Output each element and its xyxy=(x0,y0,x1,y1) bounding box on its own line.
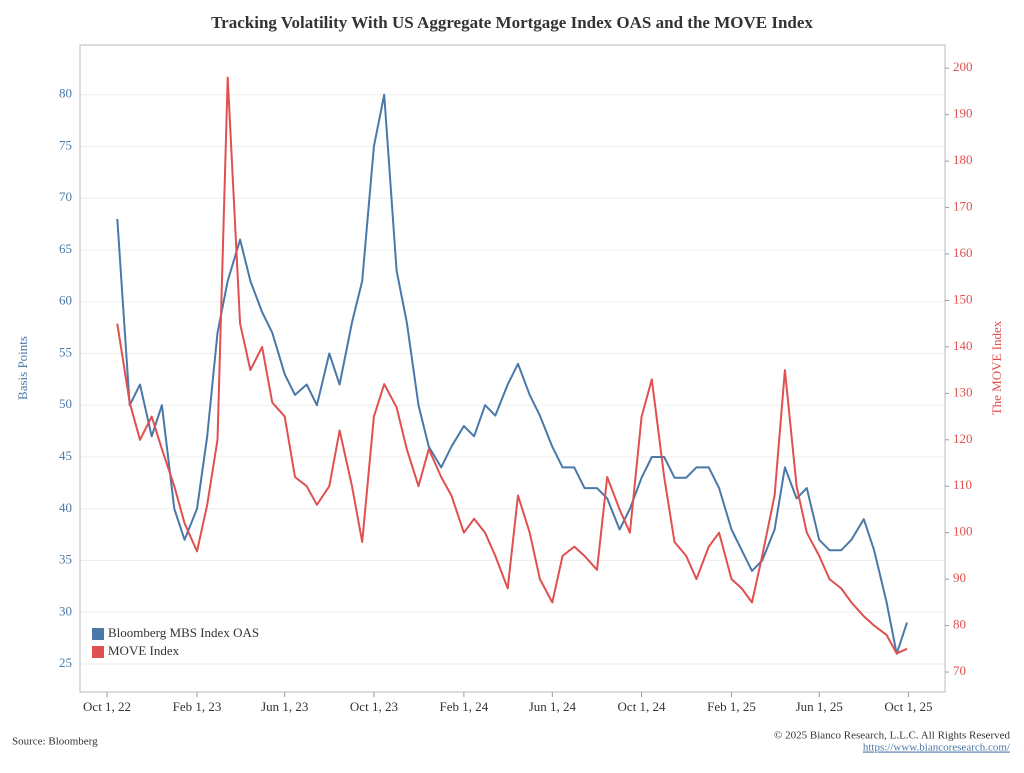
y-tick-label: 60 xyxy=(59,293,72,308)
y-tick-label: 25 xyxy=(59,655,72,670)
y2-tick-label: 110 xyxy=(953,477,972,492)
url[interactable]: https://www.biancoresearch.com/ xyxy=(863,742,1011,754)
y2-tick-label: 190 xyxy=(953,106,973,121)
x-tick-label: Feb 1, 25 xyxy=(707,699,756,714)
legend-swatch xyxy=(92,628,104,640)
y-tick-label: 65 xyxy=(59,241,72,256)
y2-tick-label: 140 xyxy=(953,338,973,353)
series-line xyxy=(116,76,908,655)
y-tick-label: 45 xyxy=(59,448,72,463)
y2-tick-label: 170 xyxy=(953,199,973,214)
y2-tick-label: 80 xyxy=(953,617,966,632)
copyright: © 2025 Bianco Research, L.L.C. All Right… xyxy=(774,730,1010,742)
legend-label: MOVE Index xyxy=(108,643,180,658)
x-tick-label: Feb 1, 24 xyxy=(440,699,489,714)
y-tick-label: 75 xyxy=(59,137,72,152)
y-axis-label: Basis Points xyxy=(15,336,30,400)
x-tick-label: Oct 1, 23 xyxy=(350,699,398,714)
y2-tick-label: 130 xyxy=(953,384,973,399)
plot-frame xyxy=(79,44,946,693)
y-tick-label: 55 xyxy=(59,344,72,359)
y-tick-label: 30 xyxy=(59,603,72,618)
y2-tick-label: 200 xyxy=(953,59,973,74)
y2-tick-label: 70 xyxy=(953,663,966,678)
source: Source: Bloomberg xyxy=(12,736,98,748)
x-tick-label: Jun 1, 25 xyxy=(796,699,843,714)
y2-tick-label: 120 xyxy=(953,431,973,446)
legend-swatch xyxy=(92,646,104,658)
y-tick-label: 40 xyxy=(59,500,72,515)
y-tick-label: 50 xyxy=(59,396,72,411)
y2-tick-label: 180 xyxy=(953,152,973,167)
x-tick-label: Jun 1, 23 xyxy=(261,699,308,714)
x-tick-label: Feb 1, 23 xyxy=(173,699,222,714)
legend-label: Bloomberg MBS Index OAS xyxy=(108,625,259,640)
y2-axis-label: The MOVE Index xyxy=(989,320,1004,415)
chart-title: Tracking Volatility With US Aggregate Mo… xyxy=(211,13,813,32)
y2-tick-label: 150 xyxy=(953,291,973,306)
x-tick-label: Jun 1, 24 xyxy=(529,699,577,714)
series-line xyxy=(116,93,908,655)
x-tick-label: Oct 1, 25 xyxy=(884,699,932,714)
y2-tick-label: 100 xyxy=(953,524,973,539)
y2-tick-label: 160 xyxy=(953,245,973,260)
y-tick-label: 35 xyxy=(59,552,72,567)
x-tick-label: Oct 1, 24 xyxy=(618,699,667,714)
y2-tick-label: 90 xyxy=(953,570,966,585)
y-tick-label: 70 xyxy=(59,189,72,204)
y-tick-label: 80 xyxy=(59,86,72,101)
x-tick-label: Oct 1, 22 xyxy=(83,699,131,714)
